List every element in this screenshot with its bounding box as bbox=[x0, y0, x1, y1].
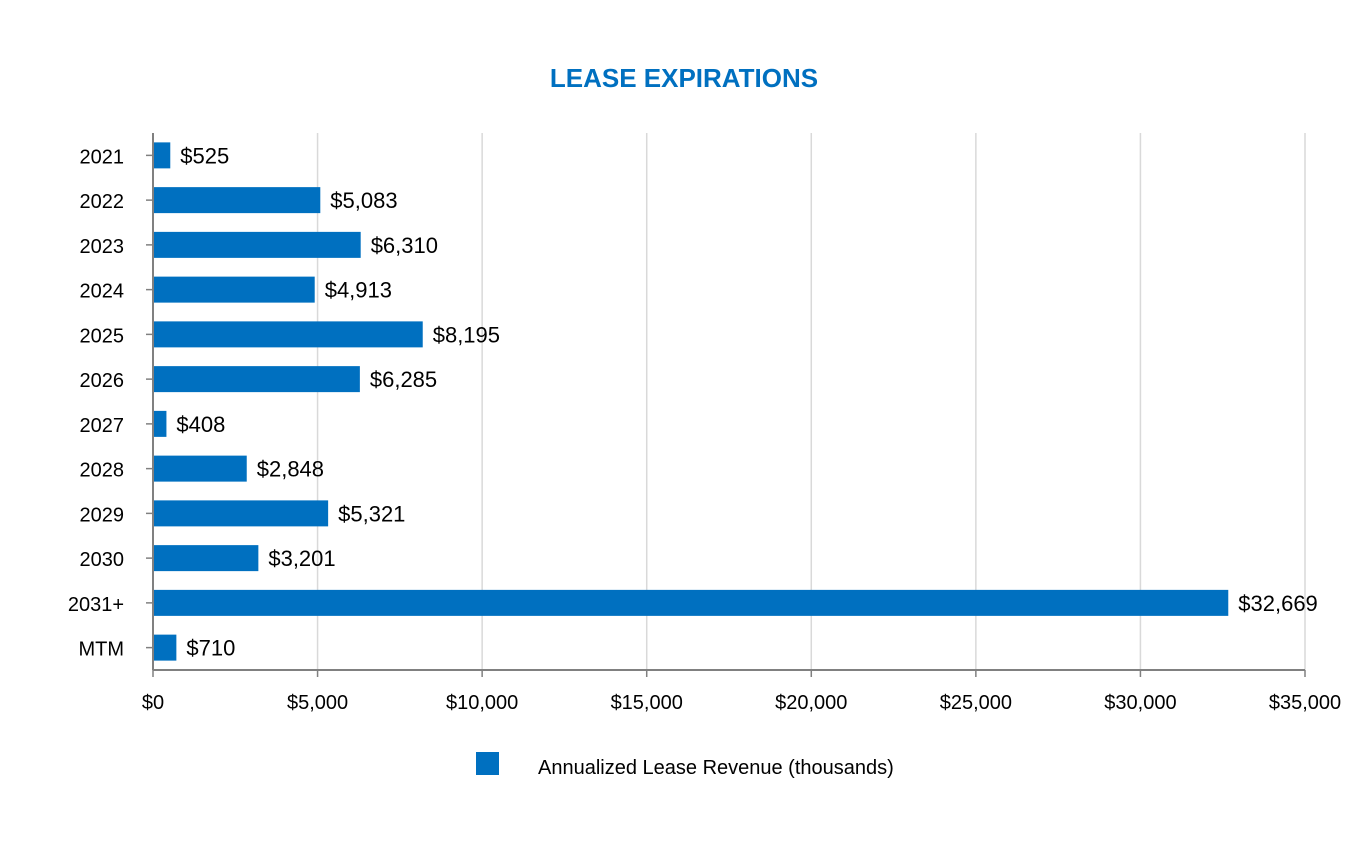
y-tick-label: 2026 bbox=[80, 370, 125, 392]
bar-2026 bbox=[153, 366, 360, 393]
y-tick-label: 2024 bbox=[80, 281, 125, 303]
y-tick-label: 2030 bbox=[80, 549, 125, 571]
data-label: $710 bbox=[186, 636, 235, 661]
bar-2023 bbox=[153, 231, 361, 258]
data-label: $5,083 bbox=[330, 188, 397, 213]
data-label: $525 bbox=[180, 143, 229, 168]
x-tick-label: $35,000 bbox=[1269, 692, 1341, 714]
x-tick-label: $20,000 bbox=[775, 692, 847, 714]
grid-layer bbox=[316, 133, 1306, 670]
x-tick-label: $15,000 bbox=[611, 692, 683, 714]
x-tick-label: $10,000 bbox=[446, 692, 518, 714]
y-tick-label: 2021 bbox=[80, 146, 125, 168]
x-tick-label: $5,000 bbox=[287, 692, 348, 714]
bar-2027 bbox=[153, 410, 167, 437]
y-tick-label: 2029 bbox=[80, 504, 125, 526]
data-label: $6,285 bbox=[370, 367, 437, 392]
data-label: $8,195 bbox=[433, 322, 500, 347]
y-tick-label: 2022 bbox=[80, 191, 125, 213]
x-tick-label: $30,000 bbox=[1104, 692, 1176, 714]
bars-layer bbox=[153, 142, 1229, 661]
y-tick-label: 2025 bbox=[80, 325, 125, 347]
bar-2030 bbox=[153, 545, 259, 572]
y-tick-label: 2031+ bbox=[68, 594, 124, 616]
y-tick-label: 2028 bbox=[80, 460, 125, 482]
data-label: $3,201 bbox=[268, 546, 335, 571]
chart-title: LEASE EXPIRATIONS bbox=[550, 63, 818, 93]
bar-2024 bbox=[153, 276, 315, 303]
bar-2025 bbox=[153, 321, 423, 348]
legend: Annualized Lease Revenue (thousands) bbox=[476, 752, 894, 779]
data-label: $408 bbox=[176, 412, 225, 437]
legend-swatch bbox=[476, 752, 499, 775]
data-label: $4,913 bbox=[325, 278, 392, 303]
x-tick-label: $25,000 bbox=[940, 692, 1012, 714]
y-tick-label: MTM bbox=[78, 639, 124, 661]
bar-2022 bbox=[153, 187, 321, 214]
data-label: $5,321 bbox=[338, 501, 405, 526]
bar-mtm bbox=[153, 634, 177, 661]
y-tick-label: 2027 bbox=[80, 415, 125, 437]
labels-layer: $525 2021 $5,083 2022 $6,310 2023 $4,913 2024 $8… bbox=[68, 143, 1341, 714]
legend-label: Annualized Lease Revenue (thousands) bbox=[538, 757, 894, 779]
y-tick-label: 2023 bbox=[80, 236, 125, 258]
bar-2028 bbox=[153, 455, 247, 482]
axis-layer bbox=[146, 133, 1306, 677]
x-tick-label: $0 bbox=[142, 692, 164, 714]
data-label: $6,310 bbox=[371, 233, 438, 258]
bar-2031-plus bbox=[153, 589, 1229, 616]
data-label: $32,669 bbox=[1238, 591, 1318, 616]
data-label: $2,848 bbox=[257, 457, 324, 482]
bar-2021 bbox=[153, 142, 171, 169]
bar-2029 bbox=[153, 500, 329, 527]
